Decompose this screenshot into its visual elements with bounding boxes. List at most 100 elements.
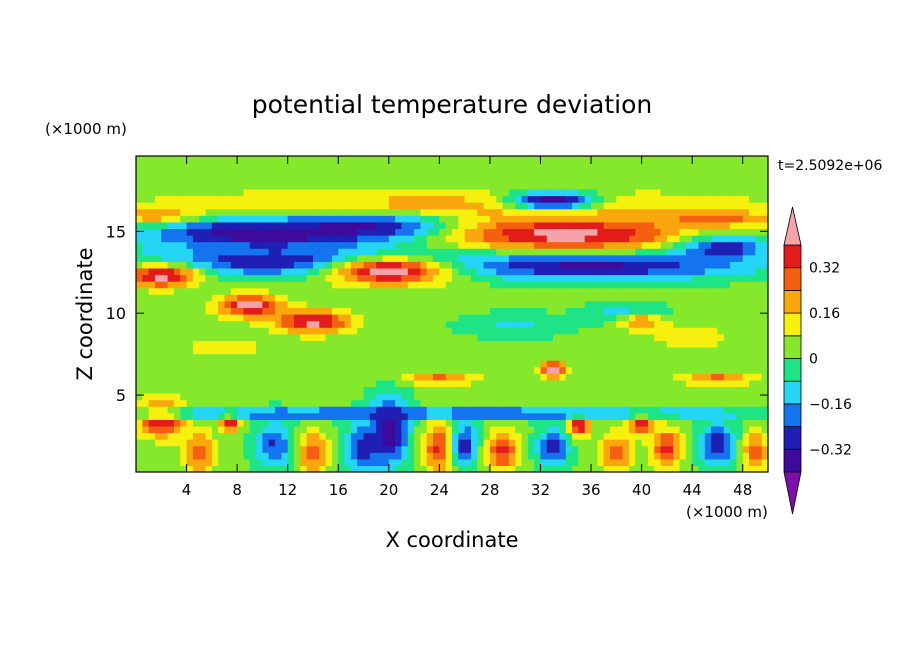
contour-cell — [610, 327, 617, 335]
contour-cell — [237, 393, 245, 401]
contour-cell — [262, 188, 270, 197]
contour-cell — [420, 314, 428, 322]
contour-cell — [420, 241, 428, 249]
contour-cell — [414, 248, 421, 256]
contour-cell — [148, 294, 156, 302]
contour-cell — [616, 228, 624, 236]
contour-cell — [641, 215, 649, 223]
contour-cell — [331, 175, 339, 183]
contour-cell — [635, 452, 643, 460]
contour-cell — [502, 432, 510, 440]
contour-cell — [268, 445, 276, 453]
contour-cell — [344, 254, 352, 262]
contour-cell — [742, 287, 750, 295]
contour-cell — [603, 393, 611, 401]
contour-cell — [407, 379, 415, 388]
contour-cell — [761, 261, 768, 269]
contour-cell — [584, 327, 592, 335]
contour-cell — [154, 360, 162, 368]
contour-cell — [489, 241, 497, 249]
contour-cell — [698, 300, 706, 309]
contour-cell — [578, 399, 586, 407]
contour-cell — [698, 458, 706, 467]
contour-cell — [433, 267, 440, 276]
contour-cell — [559, 333, 567, 341]
contour-cell — [660, 261, 668, 269]
contour-cell — [736, 465, 744, 472]
contour-cell — [319, 333, 327, 341]
contour-cell — [673, 261, 681, 269]
contour-cell — [647, 208, 655, 216]
contour-cell — [136, 366, 143, 374]
contour-cell — [420, 340, 428, 348]
contour-cell — [154, 406, 162, 414]
contour-cell — [723, 465, 731, 472]
contour-cell — [723, 215, 731, 223]
contour-cell — [692, 241, 700, 249]
contour-cell — [483, 169, 491, 177]
contour-cell — [249, 300, 257, 309]
contour-cell — [439, 379, 447, 388]
contour-cell — [300, 195, 308, 203]
contour-cell — [635, 425, 643, 434]
contour-cell — [496, 406, 504, 414]
contour-cell — [161, 439, 169, 447]
contour-cell — [420, 156, 428, 164]
contour-cell — [338, 353, 346, 361]
contour-cell — [698, 360, 706, 368]
contour-cell — [439, 386, 447, 394]
contour-cell — [205, 445, 213, 453]
contour-cell — [192, 465, 200, 472]
contour-cell — [622, 465, 630, 472]
contour-cell — [287, 379, 295, 388]
contour-cell — [641, 235, 649, 243]
contour-cell — [464, 202, 472, 210]
contour-cell — [666, 188, 674, 197]
contour-cell — [527, 399, 535, 407]
contour-cell — [489, 175, 497, 183]
contour-cell — [167, 379, 175, 388]
contour-cell — [344, 425, 352, 434]
contour-cell — [483, 327, 491, 335]
colorbar-label: −0.16 — [809, 397, 852, 413]
contour-cell — [591, 162, 598, 170]
contour-cell — [673, 340, 681, 348]
contour-cell — [376, 366, 384, 374]
contour-cell — [452, 360, 459, 368]
contour-cell — [622, 353, 630, 361]
contour-cell — [281, 333, 289, 341]
contour-cell — [572, 412, 579, 420]
contour-cell — [452, 162, 459, 170]
contour-cell — [243, 366, 251, 374]
contour-cell — [211, 366, 219, 374]
contour-cell — [275, 169, 282, 177]
contour-cell — [565, 346, 573, 355]
contour-cell — [249, 425, 257, 434]
contour-cell — [666, 373, 674, 381]
contour-cell — [742, 320, 750, 328]
contour-cell — [584, 333, 592, 341]
contour-cell — [186, 228, 194, 236]
contour-cell — [470, 254, 478, 262]
contour-cell — [363, 452, 371, 460]
contour-cell — [154, 175, 162, 183]
contour-cell — [167, 320, 175, 328]
contour-cell — [186, 254, 194, 262]
contour-cell — [546, 215, 554, 223]
contour-cell — [742, 274, 750, 282]
contour-cell — [628, 346, 636, 355]
contour-cell — [249, 458, 257, 467]
contour-cell — [489, 261, 497, 269]
contour-cell — [230, 241, 238, 249]
contour-cell — [388, 327, 396, 335]
contour-cell — [559, 373, 567, 381]
contour-cell — [489, 300, 497, 309]
contour-cell — [553, 254, 561, 262]
contour-cell — [192, 379, 200, 388]
contour-cell — [319, 254, 327, 262]
contour-cell — [679, 314, 687, 322]
contour-cell — [610, 228, 617, 236]
contour-cell — [622, 373, 630, 381]
contour-cell — [388, 274, 396, 282]
contour-cell — [407, 182, 415, 190]
